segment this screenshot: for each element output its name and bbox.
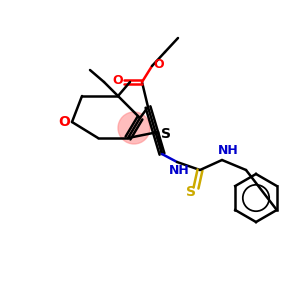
Text: S: S — [161, 127, 171, 141]
Circle shape — [118, 112, 150, 144]
Text: NH: NH — [169, 164, 189, 178]
Text: NH: NH — [218, 145, 239, 158]
Text: O: O — [154, 58, 164, 70]
Text: S: S — [186, 185, 196, 199]
Text: O: O — [58, 115, 70, 129]
Text: O: O — [113, 74, 123, 88]
